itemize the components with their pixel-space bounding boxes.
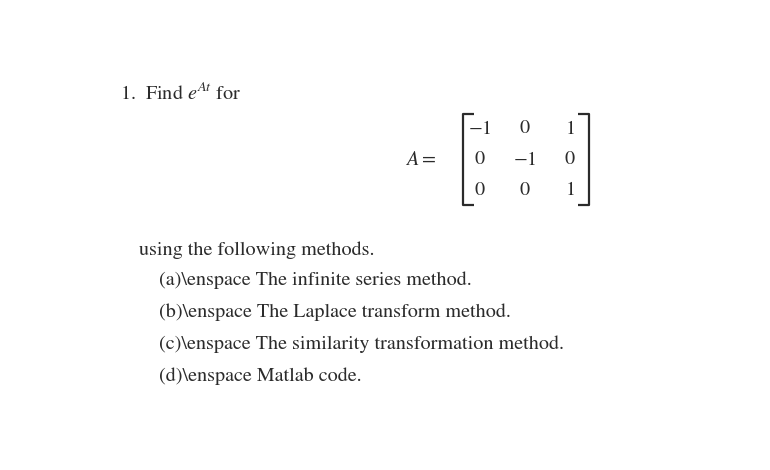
Text: $A =$: $A =$ [405, 150, 437, 169]
Text: $-1$: $-1$ [468, 120, 492, 138]
Text: 1.  Find $e^{At}$ for: 1. Find $e^{At}$ for [120, 82, 242, 103]
Text: (a)\enspace The infinite series method.: (a)\enspace The infinite series method. [159, 272, 472, 290]
Text: $1$: $1$ [564, 120, 574, 138]
Text: $0$: $0$ [519, 120, 531, 137]
Text: (d)\enspace Matlab code.: (d)\enspace Matlab code. [159, 367, 362, 385]
Text: $0$: $0$ [519, 182, 531, 199]
Text: $1$: $1$ [564, 181, 574, 199]
Text: (c)\enspace The similarity transformation method.: (c)\enspace The similarity transformatio… [159, 336, 564, 353]
Text: $0$: $0$ [564, 151, 575, 168]
Text: using the following methods.: using the following methods. [139, 241, 375, 258]
Text: (b)\enspace The Laplace transform method.: (b)\enspace The Laplace transform method… [159, 304, 511, 321]
Text: $0$: $0$ [474, 151, 486, 168]
Text: $0$: $0$ [474, 182, 486, 199]
Text: $-1$: $-1$ [513, 150, 537, 169]
